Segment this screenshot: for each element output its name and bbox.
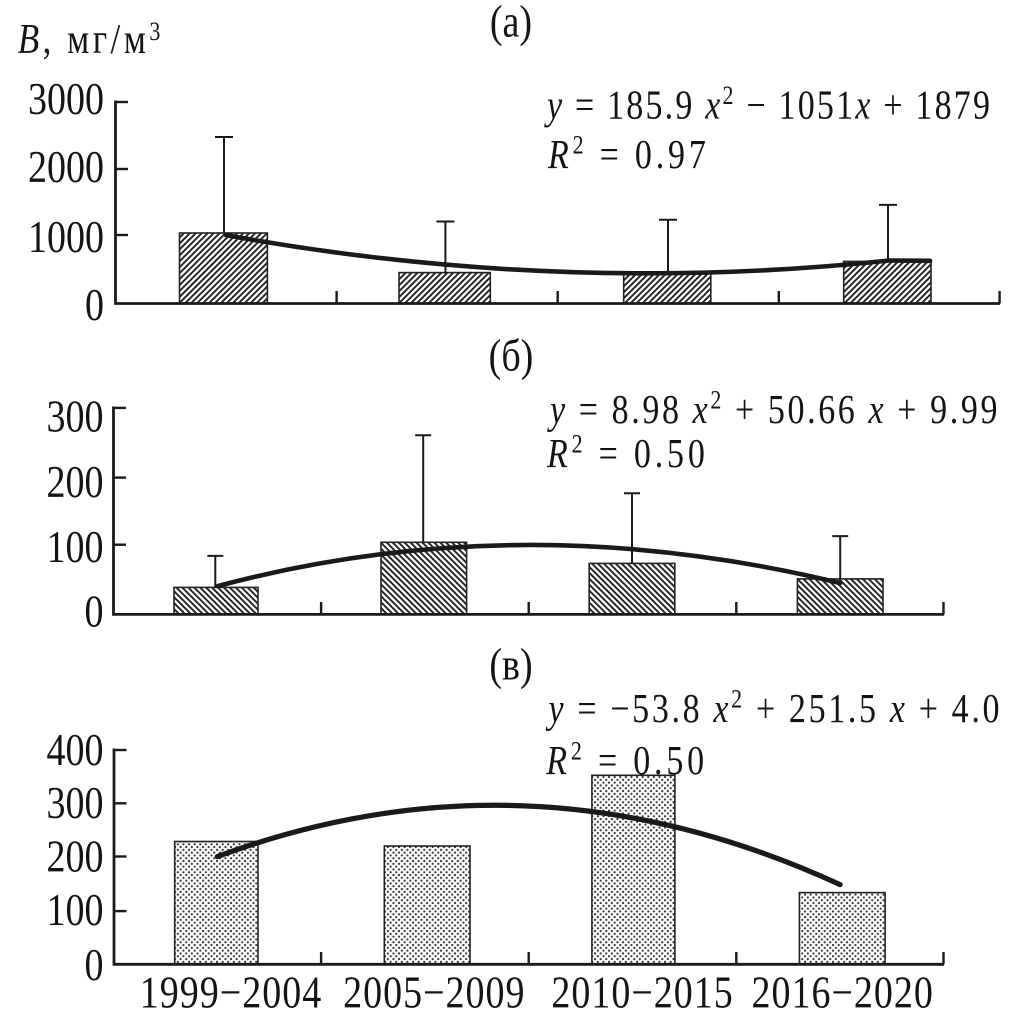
svg-text:300: 300 <box>47 779 104 829</box>
svg-text:300: 300 <box>47 392 104 442</box>
svg-text:R2 = 0.50: R2 = 0.50 <box>545 737 708 784</box>
svg-text:(a): (a) <box>490 0 532 47</box>
svg-text:2005−2009: 2005−2009 <box>343 969 525 1019</box>
svg-text:y = 8.98 x2 + 50.66 x + 9.99: y = 8.98 x2 + 50.66 x + 9.99 <box>546 386 1000 433</box>
svg-text:400: 400 <box>47 726 104 776</box>
svg-text:0: 0 <box>85 281 104 331</box>
svg-text:y = 185.9 x2 − 1051x + 1879: y = 185.9 x2 − 1051x + 1879 <box>543 81 992 128</box>
svg-text:1000: 1000 <box>28 213 104 263</box>
svg-text:2000: 2000 <box>28 143 104 193</box>
svg-text:R2 = 0.50: R2 = 0.50 <box>546 430 709 477</box>
svg-text:2016−2020: 2016−2020 <box>751 969 933 1019</box>
svg-text:R2 = 0.97: R2 = 0.97 <box>547 131 710 178</box>
svg-text:B, мг/м3: B, мг/м3 <box>18 17 164 63</box>
svg-text:(б): (б) <box>489 331 534 381</box>
svg-text:0: 0 <box>85 587 104 637</box>
svg-text:200: 200 <box>47 832 104 882</box>
svg-text:200: 200 <box>47 458 104 508</box>
svg-text:1999−2004: 1999−2004 <box>140 969 322 1019</box>
svg-text:100: 100 <box>47 523 104 573</box>
svg-text:0: 0 <box>85 941 104 991</box>
svg-text:(в): (в) <box>489 640 532 690</box>
svg-text:100: 100 <box>47 886 104 936</box>
svg-text:y = −53.8 x2 + 251.5 x + 4.0: y = −53.8 x2 + 251.5 x + 4.0 <box>545 685 1002 732</box>
svg-text:3000: 3000 <box>28 75 104 125</box>
svg-text:2010−2015: 2010−2015 <box>551 969 733 1019</box>
